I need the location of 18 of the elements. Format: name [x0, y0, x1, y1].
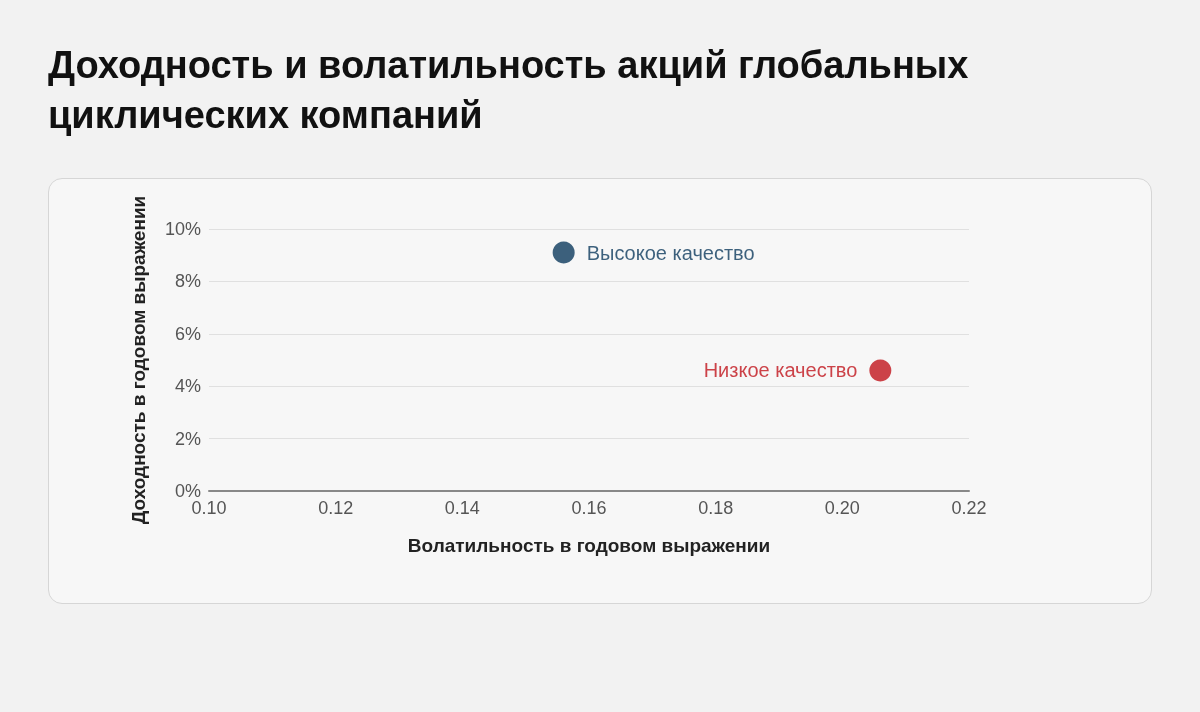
x-tick-label: 0.12 — [318, 498, 354, 518]
series-label: Высокое качество — [586, 241, 755, 264]
y-tick-label: 2% — [174, 428, 201, 449]
x-tick-label: 0.10 — [191, 498, 227, 518]
y-tick-label: 4% — [174, 376, 201, 397]
y-tick-label: 0% — [174, 481, 201, 501]
y-tick-label: 10% — [164, 219, 201, 239]
y-tick-label: 6% — [174, 323, 201, 344]
x-tick-label: 0.22 — [951, 498, 987, 518]
y-axis-title: Доходность в годовом выражении — [127, 195, 149, 525]
chart-title: Доходность и волатильность акций глобальных циклических компаний — [48, 43, 970, 138]
x-tick-label: 0.14 — [444, 498, 480, 518]
series-label: Низкое качество — [703, 359, 858, 382]
x-tick-label: 0.20 — [824, 498, 860, 518]
x-tick-label: 0.18 — [698, 498, 734, 518]
x-tick-label: 0.16 — [571, 498, 607, 518]
x-axis-title: Волатильность в годовом выражении — [407, 535, 771, 556]
y-tick-label: 8% — [174, 271, 201, 292]
